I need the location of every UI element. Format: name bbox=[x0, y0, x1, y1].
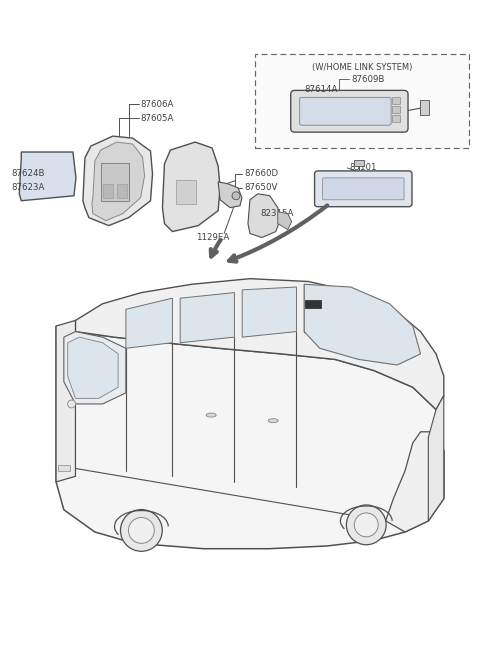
Text: 85101: 85101 bbox=[349, 164, 377, 172]
Polygon shape bbox=[64, 331, 126, 404]
Bar bbox=[392, 106, 400, 113]
Bar bbox=[392, 115, 400, 122]
Polygon shape bbox=[83, 136, 153, 225]
Polygon shape bbox=[56, 320, 75, 482]
Circle shape bbox=[354, 513, 378, 537]
Text: 87623A: 87623A bbox=[12, 183, 45, 193]
Polygon shape bbox=[304, 284, 420, 365]
Polygon shape bbox=[428, 396, 444, 521]
Text: 87650V: 87650V bbox=[244, 183, 277, 193]
Polygon shape bbox=[162, 142, 220, 232]
FancyBboxPatch shape bbox=[291, 90, 408, 132]
FancyBboxPatch shape bbox=[300, 98, 391, 125]
Bar bbox=[117, 184, 127, 198]
Text: 87660D: 87660D bbox=[244, 170, 278, 178]
Bar bbox=[255, 54, 468, 148]
Polygon shape bbox=[180, 293, 234, 343]
Polygon shape bbox=[126, 298, 172, 348]
Circle shape bbox=[120, 510, 162, 552]
Text: 87609B: 87609B bbox=[351, 75, 385, 84]
Bar bbox=[354, 160, 364, 166]
Bar bbox=[392, 98, 400, 104]
Bar bbox=[176, 180, 196, 204]
FancyBboxPatch shape bbox=[323, 178, 404, 200]
Polygon shape bbox=[92, 142, 144, 221]
Polygon shape bbox=[68, 337, 118, 398]
Bar bbox=[420, 100, 429, 115]
Bar bbox=[103, 184, 113, 198]
Polygon shape bbox=[75, 278, 444, 409]
Ellipse shape bbox=[206, 413, 216, 417]
Text: 82315A: 82315A bbox=[260, 209, 293, 218]
Polygon shape bbox=[385, 432, 444, 532]
Circle shape bbox=[129, 517, 154, 544]
Polygon shape bbox=[218, 182, 242, 208]
Text: 87614A: 87614A bbox=[305, 85, 338, 94]
Circle shape bbox=[68, 400, 75, 408]
Text: 1129EA: 1129EA bbox=[196, 233, 229, 242]
Polygon shape bbox=[242, 287, 297, 337]
Bar bbox=[58, 465, 70, 471]
Text: 87606A: 87606A bbox=[141, 100, 174, 109]
Text: 87624B: 87624B bbox=[12, 170, 45, 178]
Bar bbox=[101, 163, 129, 200]
Bar bbox=[305, 300, 321, 308]
Polygon shape bbox=[278, 212, 292, 229]
Circle shape bbox=[347, 505, 386, 545]
FancyBboxPatch shape bbox=[314, 171, 412, 207]
Text: (W/HOME LINK SYSTEM): (W/HOME LINK SYSTEM) bbox=[312, 62, 412, 71]
Polygon shape bbox=[248, 194, 280, 238]
Ellipse shape bbox=[268, 419, 278, 422]
Circle shape bbox=[232, 192, 240, 200]
Polygon shape bbox=[19, 152, 76, 200]
Text: 87605A: 87605A bbox=[141, 114, 174, 122]
Polygon shape bbox=[56, 326, 444, 549]
